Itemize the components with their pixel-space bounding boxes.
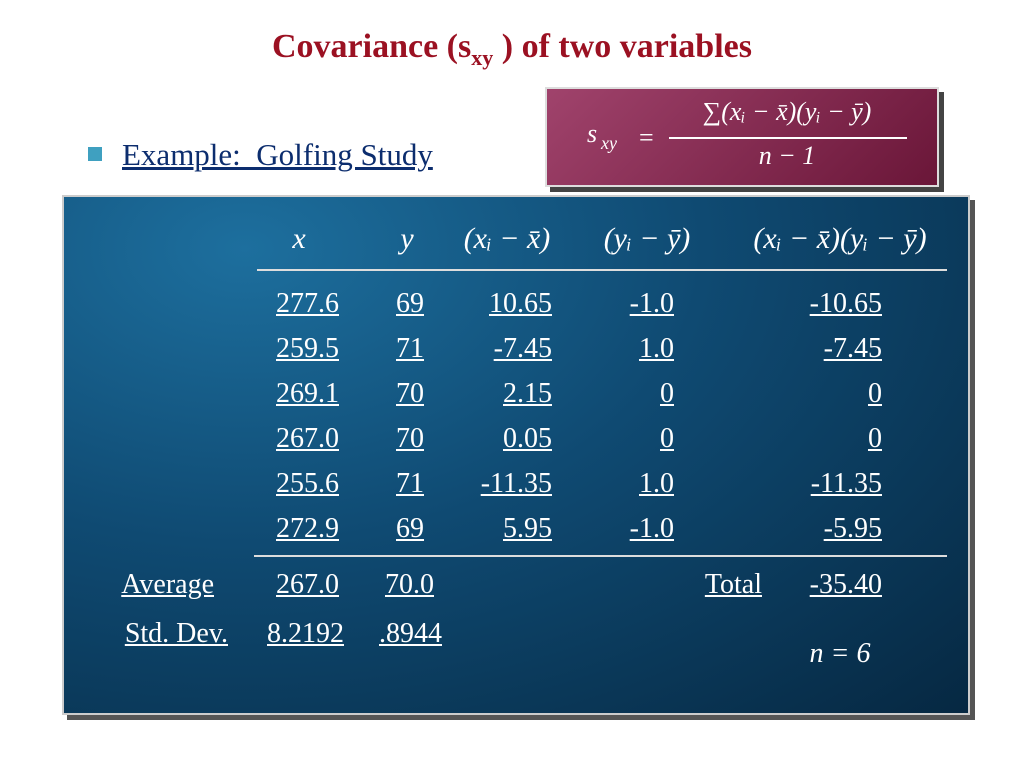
- table-cell: 277.6: [276, 288, 339, 319]
- table-cell: -7.45: [493, 333, 552, 364]
- formula-lhs: s: [587, 119, 598, 148]
- table-cell: -10.65: [809, 288, 882, 319]
- bullet-text: Example: Golfing Study: [122, 137, 433, 172]
- row-label: Average: [121, 569, 214, 600]
- title-text: Covariance (s: [272, 28, 472, 65]
- total-value: -35.40: [809, 569, 882, 600]
- table-cell: 5.95: [503, 513, 552, 544]
- table-cell: 69: [396, 513, 424, 544]
- column-header: (yᵢ − ȳ): [603, 222, 691, 255]
- total-label: Total: [704, 569, 762, 600]
- footer-rule: [254, 555, 947, 557]
- table-cell: 2.15: [503, 378, 552, 409]
- table-cell: -5.95: [823, 513, 882, 544]
- bullet-marker: [88, 147, 102, 161]
- table-cell: 1.0: [639, 333, 674, 364]
- formula-box: s xy = ∑(xᵢ − x̄)(yᵢ − ȳ) n − 1: [545, 87, 939, 187]
- title: Covariance (sxy ) of two variables: [0, 28, 1024, 71]
- table-cell: 1.0: [639, 468, 674, 499]
- title-text: ) of two variables: [493, 28, 752, 65]
- formula-equals: =: [639, 123, 654, 152]
- table-cell: 272.9: [276, 513, 339, 544]
- average-value: 70.0: [385, 569, 434, 600]
- table-cell: -1.0: [629, 288, 674, 319]
- column-header: (xᵢ − x̄): [463, 222, 551, 255]
- table-cell: -11.35: [480, 468, 552, 499]
- table-cell: 70: [396, 378, 424, 409]
- average-value: 267.0: [276, 569, 339, 600]
- table-cell: 0: [660, 423, 674, 454]
- table-cell: 69: [396, 288, 424, 319]
- sample-size: n = 6: [809, 638, 871, 669]
- table-cell: -11.35: [810, 468, 882, 499]
- column-header: x: [292, 222, 306, 255]
- table-cell: 0.05: [503, 423, 552, 454]
- table-cell: 71: [396, 468, 424, 499]
- table-panel: x y (xᵢ − x̄) (yᵢ − ȳ) (xᵢ − x̄)(yᵢ − ȳ) 277.…: [62, 195, 970, 715]
- table-cell: 10.65: [489, 288, 552, 319]
- header-rule: [257, 269, 947, 271]
- table-cell: 70: [396, 423, 424, 454]
- table-cell: 269.1: [276, 378, 339, 409]
- table-cell: -7.45: [823, 333, 882, 364]
- row-label: Std. Dev.: [124, 618, 228, 649]
- title-subscript: xy: [471, 44, 494, 70]
- table-cell: 259.5: [276, 333, 339, 364]
- formula-lhs-sub: xy: [601, 133, 617, 153]
- formula-denominator: n − 1: [758, 141, 816, 170]
- table-cell: 0: [868, 378, 882, 409]
- column-header: (xᵢ − x̄)(yᵢ − ȳ): [753, 222, 927, 255]
- column-header: y: [400, 222, 414, 255]
- table-cell: 0: [868, 423, 882, 454]
- fraction-bar: [669, 137, 907, 139]
- table-cell: 255.6: [276, 468, 339, 499]
- table-cell: 0: [660, 378, 674, 409]
- std-dev-value: 8.2192: [267, 618, 344, 649]
- formula-numerator: ∑(xᵢ − x̄)(yᵢ − ȳ): [702, 97, 872, 126]
- table-cell: 71: [396, 333, 424, 364]
- table-cell: 267.0: [276, 423, 339, 454]
- std-dev-value: .8944: [379, 618, 442, 649]
- table-cell: -1.0: [629, 513, 674, 544]
